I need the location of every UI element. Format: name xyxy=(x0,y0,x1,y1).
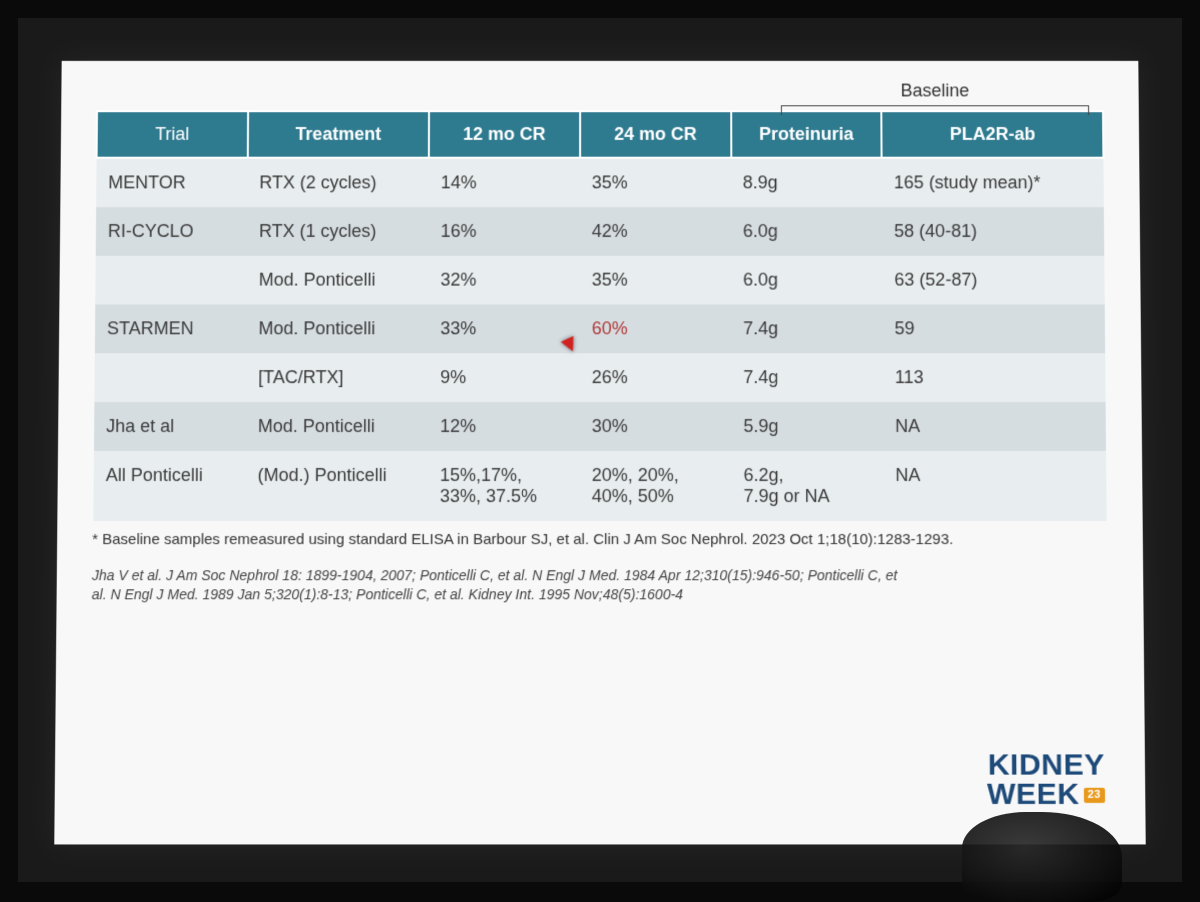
table-header: Trial Treatment 12 mo CR 24 mo CR Protei… xyxy=(97,111,1104,157)
cell-pla2r: 113 xyxy=(883,353,1106,402)
cell-trial: All Ponticelli xyxy=(93,451,245,521)
logo-line2: WEEK xyxy=(987,777,1080,810)
cell-cr24: 30% xyxy=(580,402,732,451)
cell-pla2r: 165 (study mean)* xyxy=(882,158,1104,208)
cell-trial: RI-CYCLO xyxy=(96,207,248,256)
cell-treatment: RTX (1 cycles) xyxy=(247,207,429,256)
cell-proteinuria: 5.9g xyxy=(731,402,883,451)
cell-proteinuria: 6.2g, 7.9g or NA xyxy=(732,451,884,521)
col-treatment: Treatment xyxy=(248,111,429,157)
cell-treatment: Mod. Ponticelli xyxy=(246,304,428,353)
cell-trial: STARMEN xyxy=(95,304,247,353)
cell-proteinuria: 8.9g xyxy=(731,158,882,208)
baseline-label: Baseline xyxy=(901,81,970,101)
references: Jha V et al. J Am Soc Nephrol 18: 1899-1… xyxy=(92,566,914,604)
cell-cr12: 32% xyxy=(428,256,579,305)
cell-treatment: (Mod.) Ponticelli xyxy=(245,451,428,521)
cell-trial: MENTOR xyxy=(96,158,247,208)
col-24mo-cr: 24 mo CR xyxy=(580,111,731,157)
cell-pla2r: NA xyxy=(883,451,1106,521)
cell-cr12: 15%,17%, 33%, 37.5% xyxy=(428,451,580,521)
cell-proteinuria: 7.4g xyxy=(731,304,883,353)
cell-pla2r: 59 xyxy=(883,304,1106,353)
footnote: * Baseline samples remeasured using stan… xyxy=(92,531,1108,548)
cell-cr24: 20%, 20%, 40%, 50% xyxy=(580,451,732,521)
cell-trial xyxy=(95,256,247,305)
cell-proteinuria: 6.0g xyxy=(731,256,883,305)
cell-cr12: 12% xyxy=(428,402,580,451)
cell-trial xyxy=(94,353,246,402)
col-trial: Trial xyxy=(97,111,248,157)
foreground-hand-silhouette xyxy=(962,812,1122,902)
table-row: Jha et alMod. Ponticelli12%30%5.9gNA xyxy=(94,402,1106,451)
cell-pla2r: 58 (40-81) xyxy=(882,207,1104,256)
col-12mo-cr: 12 mo CR xyxy=(429,111,580,157)
footnote-text: * Baseline samples remeasured using stan… xyxy=(92,531,953,548)
cell-cr12: 16% xyxy=(429,207,580,256)
table-row: RI-CYCLORTX (1 cycles)16%42%6.0g58 (40-8… xyxy=(96,207,1105,256)
cell-treatment: [TAC/RTX] xyxy=(246,353,428,402)
table-row: Mod. Ponticelli32%35%6.0g63 (52-87) xyxy=(95,256,1104,305)
table-row: All Ponticelli(Mod.) Ponticelli15%,17%, … xyxy=(93,451,1106,521)
presentation-stage: Baseline Trial Treatment 12 mo CR 24 mo … xyxy=(18,18,1182,882)
cell-cr24: 60% xyxy=(580,304,732,353)
kidney-week-logo: KIDNEY WEEK 23 xyxy=(987,751,1105,809)
col-proteinuria: Proteinuria xyxy=(731,111,882,157)
col-pla2r-ab: PLA2R-ab xyxy=(882,111,1104,157)
cell-proteinuria: 7.4g xyxy=(731,353,883,402)
cell-pla2r: 63 (52-87) xyxy=(882,256,1104,305)
logo-line1: KIDNEY xyxy=(987,751,1105,780)
cell-cr24: 26% xyxy=(580,353,732,402)
cell-cr24: 42% xyxy=(580,207,731,256)
cell-cr12: 33% xyxy=(428,304,580,353)
logo-line2-wrap: WEEK 23 xyxy=(987,780,1105,809)
table-row: [TAC/RTX]9%26%7.4g113 xyxy=(94,353,1105,402)
cell-cr12: 9% xyxy=(428,353,580,402)
logo-year-badge: 23 xyxy=(1084,788,1106,803)
cell-trial: Jha et al xyxy=(94,402,246,451)
baseline-bracket: Baseline xyxy=(781,81,1089,116)
cell-treatment: Mod. Ponticelli xyxy=(247,256,429,305)
cell-cr12: 14% xyxy=(429,158,580,208)
cell-cr24: 35% xyxy=(580,158,731,208)
table-row: MENTORRTX (2 cycles)14%35%8.9g165 (study… xyxy=(96,158,1104,208)
slide: Baseline Trial Treatment 12 mo CR 24 mo … xyxy=(54,61,1145,845)
trials-table: Trial Treatment 12 mo CR 24 mo CR Protei… xyxy=(92,110,1107,521)
cell-cr24: 35% xyxy=(580,256,731,305)
table-body: MENTORRTX (2 cycles)14%35%8.9g165 (study… xyxy=(93,158,1106,521)
table-row: STARMENMod. Ponticelli33%60%7.4g59 xyxy=(95,304,1105,353)
cell-proteinuria: 6.0g xyxy=(731,207,882,256)
cell-pla2r: NA xyxy=(883,402,1106,451)
bracket-line xyxy=(781,105,1089,115)
cell-treatment: RTX (2 cycles) xyxy=(247,158,429,208)
cell-treatment: Mod. Ponticelli xyxy=(246,402,428,451)
